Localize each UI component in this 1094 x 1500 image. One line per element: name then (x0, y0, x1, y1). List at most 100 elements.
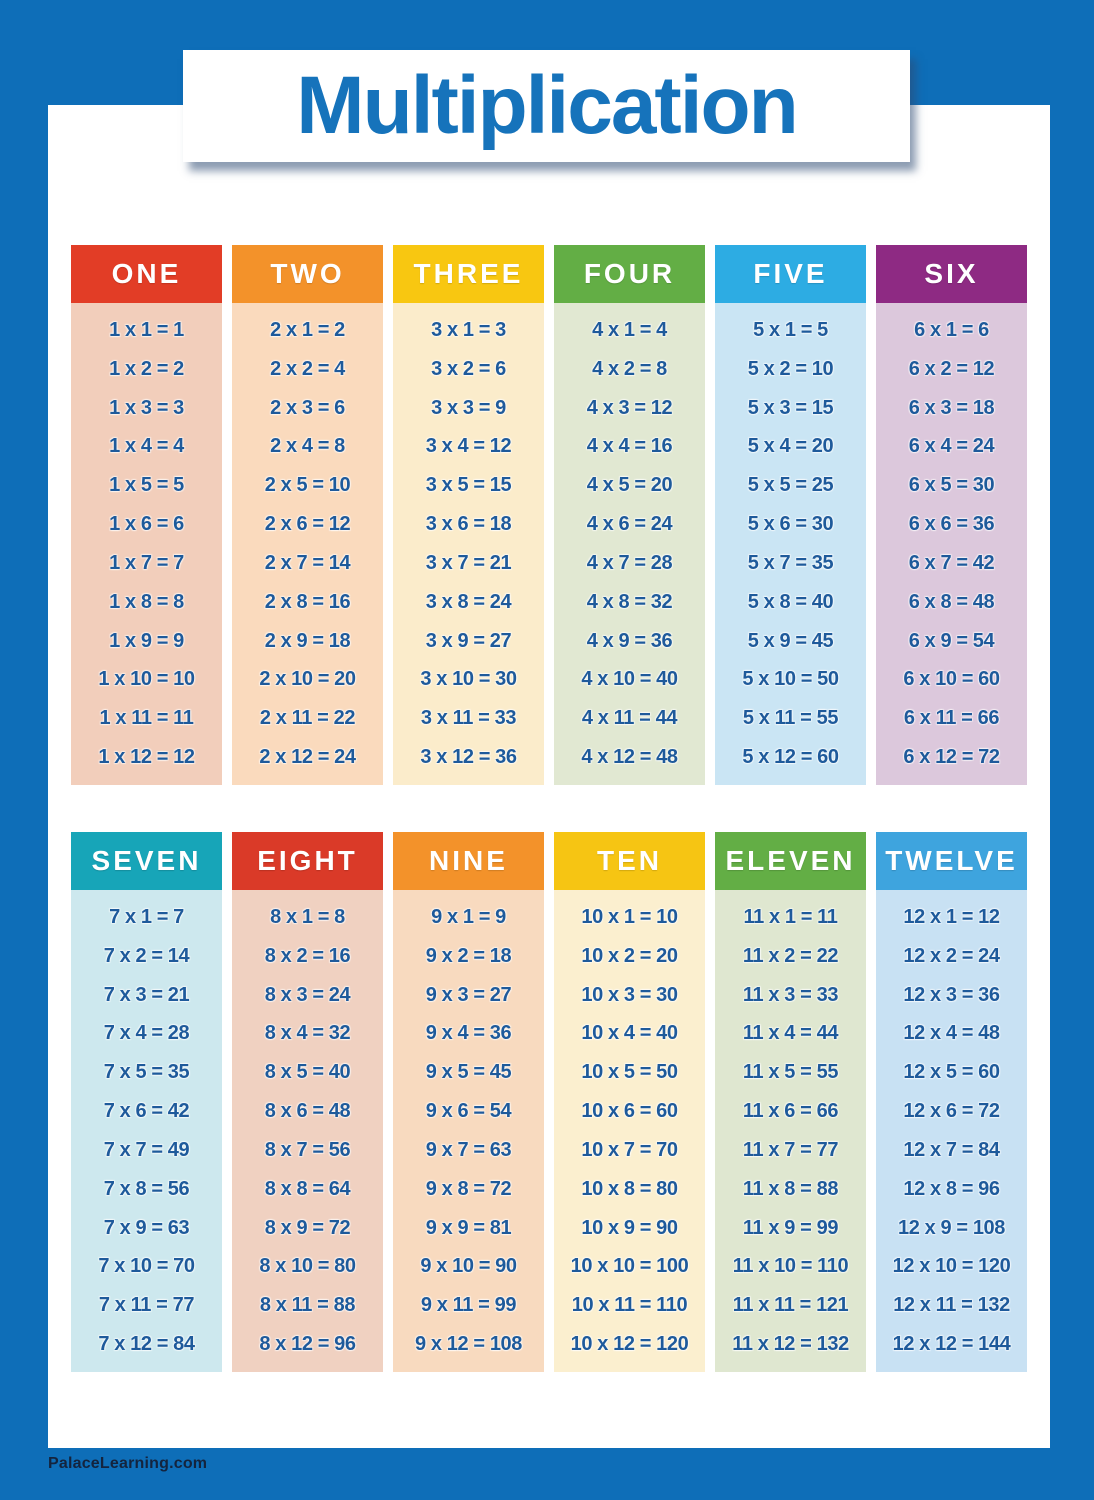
fact-row: 11 x 3 = 33 (742, 983, 839, 1006)
column-header: TEN (554, 832, 705, 890)
table-group-2: SEVEN 7 x 1 = 7 7 x 2 = 14 7 x 3 = 21 7 x 4… (48, 832, 1050, 1372)
table-column-ten: TEN 10 x 1 = 10 10 x 2 = 20 10 x 3 = 30 10 … (554, 832, 705, 1372)
fact-row: 8 x 2 = 16 (264, 944, 351, 967)
fact-row: 3 x 1 = 3 (431, 318, 506, 341)
fact-row: 3 x 9 = 27 (425, 629, 512, 652)
fact-row: 8 x 11 = 88 (259, 1294, 356, 1317)
fact-row: 3 x 5 = 15 (425, 474, 512, 497)
fact-row: 7 x 5 = 35 (103, 1061, 190, 1084)
fact-row: 11 x 1 = 11 (743, 905, 838, 928)
fact-row: 7 x 2 = 14 (103, 944, 190, 967)
fact-row: 6 x 8 = 48 (908, 590, 995, 613)
fact-row: 9 x 7 = 63 (425, 1138, 512, 1161)
fact-row: 11 x 5 = 55 (742, 1061, 839, 1084)
fact-row: 11 x 6 = 66 (742, 1100, 839, 1123)
fact-row: 12 x 2 = 24 (903, 944, 1000, 967)
fact-row: 5 x 7 = 35 (747, 551, 834, 574)
fact-row: 2 x 12 = 24 (259, 746, 356, 769)
fact-row: 3 x 4 = 12 (425, 435, 512, 458)
fact-row: 2 x 10 = 20 (259, 668, 356, 691)
fact-row: 11 x 8 = 88 (742, 1177, 839, 1200)
fact-row: 4 x 8 = 32 (586, 590, 673, 613)
fact-row: 5 x 5 = 25 (747, 474, 834, 497)
fact-row: 10 x 6 = 60 (581, 1100, 678, 1123)
fact-row: 7 x 7 = 49 (103, 1138, 190, 1161)
table-column-eight: EIGHT 8 x 1 = 8 8 x 2 = 16 8 x 3 = 24 8 x 4… (232, 832, 383, 1372)
fact-row: 6 x 12 = 72 (903, 746, 1000, 769)
fact-row: 3 x 3 = 9 (431, 396, 506, 419)
fact-row: 4 x 5 = 20 (586, 474, 673, 497)
fact-row: 10 x 7 = 70 (581, 1138, 678, 1161)
fact-row: 9 x 12 = 108 (415, 1333, 522, 1356)
fact-row: 11 x 12 = 132 (732, 1333, 849, 1356)
column-header: FOUR (554, 245, 705, 303)
fact-row: 8 x 7 = 56 (264, 1138, 351, 1161)
fact-row: 9 x 3 = 27 (425, 983, 512, 1006)
fact-row: 2 x 4 = 8 (270, 435, 345, 458)
fact-row: 5 x 8 = 40 (747, 590, 834, 613)
fact-row: 9 x 2 = 18 (425, 944, 512, 967)
table-column-six: SIX 6 x 1 = 6 6 x 2 = 12 6 x 3 = 18 6 x 4 =… (876, 245, 1027, 785)
column-body: 7 x 1 = 7 7 x 2 = 14 7 x 3 = 21 7 x 4 = 28 7… (71, 890, 222, 1372)
table-group-1: ONE 1 x 1 = 1 1 x 2 = 2 1 x 3 = 3 1 x 4 = 4… (48, 245, 1050, 785)
fact-row: 5 x 9 = 45 (747, 629, 834, 652)
fact-row: 10 x 12 = 120 (570, 1333, 689, 1356)
fact-row: 6 x 4 = 24 (908, 435, 995, 458)
fact-row: 6 x 2 = 12 (908, 357, 995, 380)
fact-row: 10 x 11 = 110 (571, 1294, 688, 1317)
fact-row: 9 x 1 = 9 (431, 905, 506, 928)
fact-row: 12 x 12 = 144 (892, 1333, 1011, 1356)
fact-row: 10 x 3 = 30 (581, 983, 678, 1006)
table-column-four: FOUR 4 x 1 = 4 4 x 2 = 8 4 x 3 = 12 4 x 4 =… (554, 245, 705, 785)
fact-row: 1 x 6 = 6 (109, 513, 184, 536)
fact-row: 8 x 8 = 64 (264, 1177, 351, 1200)
fact-row: 2 x 5 = 10 (264, 474, 351, 497)
column-body: 4 x 1 = 4 4 x 2 = 8 4 x 3 = 12 4 x 4 = 16 4 … (554, 303, 705, 785)
fact-row: 4 x 9 = 36 (586, 629, 673, 652)
fact-row: 3 x 12 = 36 (420, 746, 517, 769)
fact-row: 12 x 11 = 132 (893, 1294, 1010, 1317)
fact-row: 3 x 8 = 24 (425, 590, 512, 613)
fact-row: 10 x 9 = 90 (581, 1216, 678, 1239)
column-header: NINE (393, 832, 544, 890)
fact-row: 8 x 3 = 24 (264, 983, 351, 1006)
fact-row: 9 x 4 = 36 (425, 1022, 512, 1045)
fact-row: 7 x 11 = 77 (98, 1294, 195, 1317)
fact-row: 10 x 1 = 10 (581, 905, 678, 928)
fact-row: 4 x 12 = 48 (581, 746, 678, 769)
column-header: EIGHT (232, 832, 383, 890)
fact-row: 5 x 10 = 50 (742, 668, 839, 691)
fact-row: 7 x 6 = 42 (103, 1100, 190, 1123)
fact-row: 4 x 4 = 16 (586, 435, 673, 458)
fact-row: 5 x 1 = 5 (753, 318, 828, 341)
fact-row: 4 x 2 = 8 (592, 357, 667, 380)
fact-row: 3 x 11 = 33 (420, 707, 517, 730)
fact-row: 4 x 11 = 44 (581, 707, 678, 730)
fact-row: 6 x 9 = 54 (908, 629, 995, 652)
fact-row: 5 x 12 = 60 (742, 746, 839, 769)
fact-row: 4 x 6 = 24 (586, 513, 673, 536)
fact-row: 10 x 2 = 20 (581, 944, 678, 967)
fact-row: 1 x 3 = 3 (109, 396, 184, 419)
fact-row: 2 x 1 = 2 (270, 318, 345, 341)
column-header: THREE (393, 245, 544, 303)
fact-row: 9 x 6 = 54 (425, 1100, 512, 1123)
fact-row: 11 x 4 = 44 (742, 1022, 839, 1045)
fact-row: 6 x 11 = 66 (903, 707, 1000, 730)
column-body: 8 x 1 = 8 8 x 2 = 16 8 x 3 = 24 8 x 4 = 32 8… (232, 890, 383, 1372)
fact-row: 6 x 5 = 30 (908, 474, 995, 497)
column-header: ELEVEN (715, 832, 866, 890)
fact-row: 8 x 5 = 40 (264, 1061, 351, 1084)
fact-row: 4 x 7 = 28 (586, 551, 673, 574)
fact-row: 1 x 2 = 2 (109, 357, 184, 380)
fact-row: 7 x 1 = 7 (109, 905, 184, 928)
fact-row: 12 x 8 = 96 (903, 1177, 1000, 1200)
fact-row: 12 x 1 = 12 (903, 905, 1000, 928)
fact-row: 12 x 7 = 84 (903, 1138, 1000, 1161)
column-header: SEVEN (71, 832, 222, 890)
table-column-eleven: ELEVEN 11 x 1 = 11 11 x 2 = 22 11 x 3 = 33… (715, 832, 866, 1372)
content-area: ONE 1 x 1 = 1 1 x 2 = 2 1 x 3 = 3 1 x 4 = 4… (48, 105, 1050, 1448)
fact-row: 11 x 10 = 110 (732, 1255, 849, 1278)
column-body: 6 x 1 = 6 6 x 2 = 12 6 x 3 = 18 6 x 4 = 24 6… (876, 303, 1027, 785)
table-column-five: FIVE 5 x 1 = 5 5 x 2 = 10 5 x 3 = 15 5 x 4 … (715, 245, 866, 785)
